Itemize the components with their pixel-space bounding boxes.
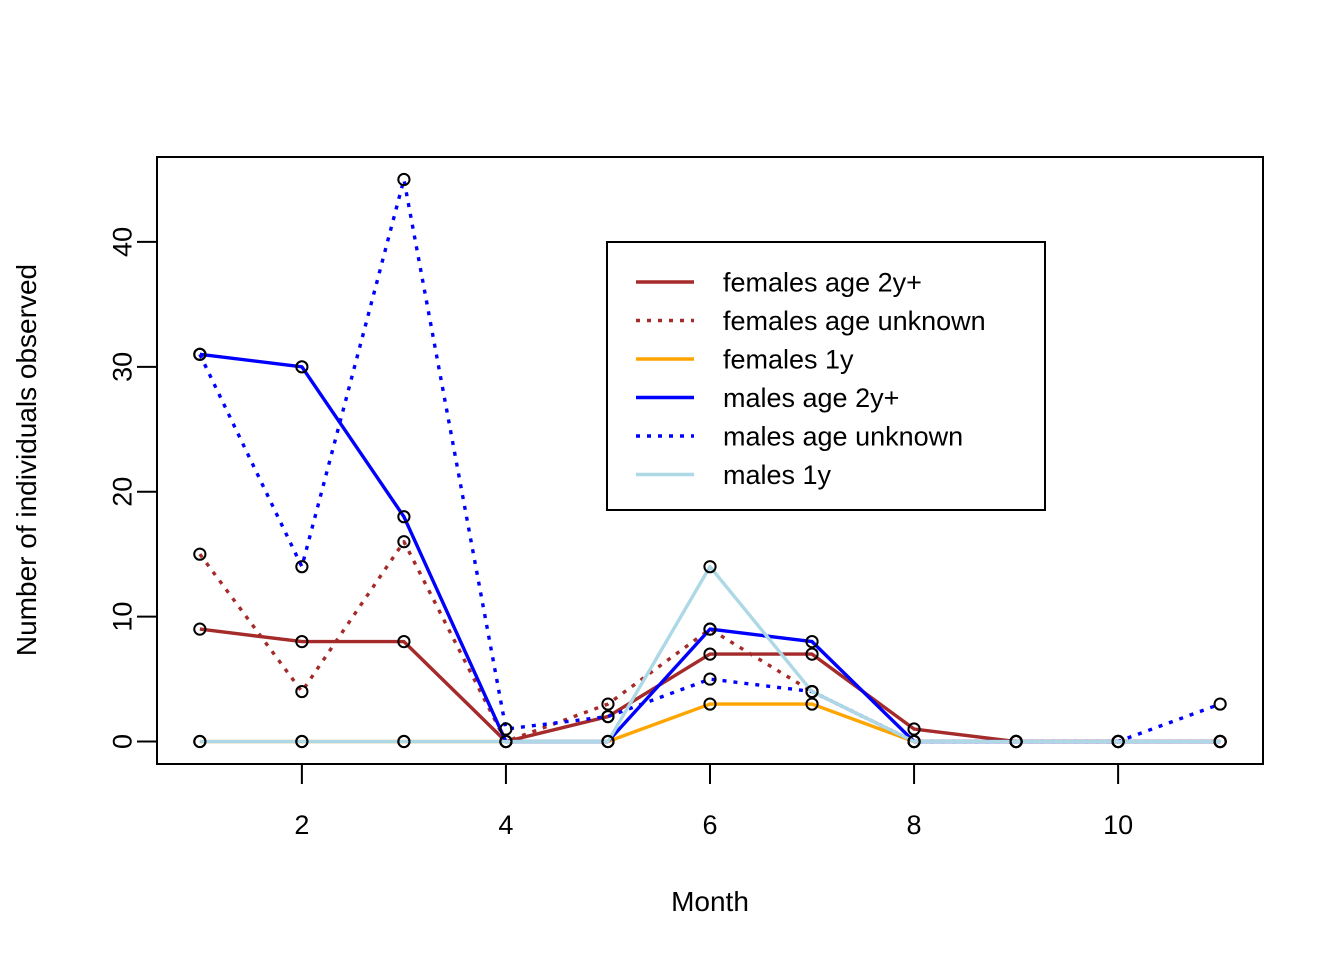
y-tick-label: 20 <box>107 477 137 507</box>
data-point-females-age-2y <box>907 722 921 736</box>
data-point-males-1y <box>805 684 819 699</box>
y-tick-label: 40 <box>107 227 137 257</box>
data-point-males-1y <box>703 560 717 574</box>
data-point-females-age-2y <box>295 635 309 649</box>
data-point-males-age-unknown <box>397 172 411 187</box>
x-tick-label: 4 <box>498 810 513 840</box>
data-point-males-1y <box>1111 734 1125 749</box>
data-point-females-age-2y <box>703 647 717 661</box>
series-layer <box>198 177 1221 744</box>
data-point-males-1y <box>601 734 615 749</box>
data-point-males-1y <box>193 734 207 749</box>
data-point-males-age-unknown <box>601 709 615 724</box>
x-axis: 2 4 6 8 10 <box>294 763 1133 840</box>
y-axis: 0 10 20 30 40 <box>107 227 158 749</box>
data-point-males-age-unknown <box>193 347 207 361</box>
series-line-males-1y <box>199 564 1221 744</box>
legend-label-males-age-2y: males age 2y+ <box>723 383 899 413</box>
x-tick-label: 10 <box>1103 810 1133 840</box>
legend-label-males-1y: males 1y <box>723 460 832 490</box>
data-point-males-age-2y <box>703 622 717 636</box>
data-point-males-age-unknown <box>1213 697 1227 711</box>
y-tick-label: 0 <box>107 734 137 749</box>
data-point-females-age-unknown <box>193 547 207 561</box>
data-point-males-age-2y <box>397 510 411 524</box>
data-point-males-1y <box>1213 734 1227 749</box>
data-point-females-age-unknown <box>295 684 309 699</box>
x-tick-label: 2 <box>294 810 309 840</box>
y-tick-label: 30 <box>107 352 137 382</box>
data-point-males-age-2y <box>805 635 819 649</box>
legend-label-females-age-unknown: females age unknown <box>723 306 986 336</box>
data-point-males-1y <box>295 734 309 749</box>
data-point-males-age-unknown <box>499 722 513 736</box>
data-point-males-age-2y <box>295 360 309 374</box>
data-point-males-1y <box>397 734 411 749</box>
x-tick-label: 8 <box>907 810 922 840</box>
legend-label-females-age-2y: females age 2y+ <box>723 267 922 297</box>
data-point-females-age-unknown <box>397 535 411 549</box>
legend-label-males-age-unknown: males age unknown <box>723 421 963 451</box>
data-point-males-1y <box>1009 734 1023 749</box>
points-layer <box>193 172 1227 749</box>
data-point-males-1y <box>499 734 513 749</box>
data-point-females-age-2y <box>397 635 411 649</box>
legend-box <box>606 241 1046 511</box>
y-axis-title: Number of individuals observed <box>11 264 42 656</box>
data-point-males-age-unknown <box>295 560 309 574</box>
data-point-females-1y <box>703 697 717 711</box>
data-point-females-age-unknown <box>601 697 615 711</box>
x-tick-label: 6 <box>702 810 717 840</box>
legend: females age 2y+ females age unknown female… <box>606 241 1046 511</box>
legend-label-females-1y: females 1y <box>723 344 854 374</box>
data-point-females-age-2y <box>193 622 207 636</box>
data-point-females-1y <box>805 697 819 711</box>
y-tick-label: 10 <box>107 602 137 632</box>
data-point-males-age-unknown <box>703 672 717 686</box>
data-point-males-1y <box>907 734 921 749</box>
x-axis-title: Month <box>671 886 749 917</box>
data-point-females-age-2y <box>805 647 819 661</box>
